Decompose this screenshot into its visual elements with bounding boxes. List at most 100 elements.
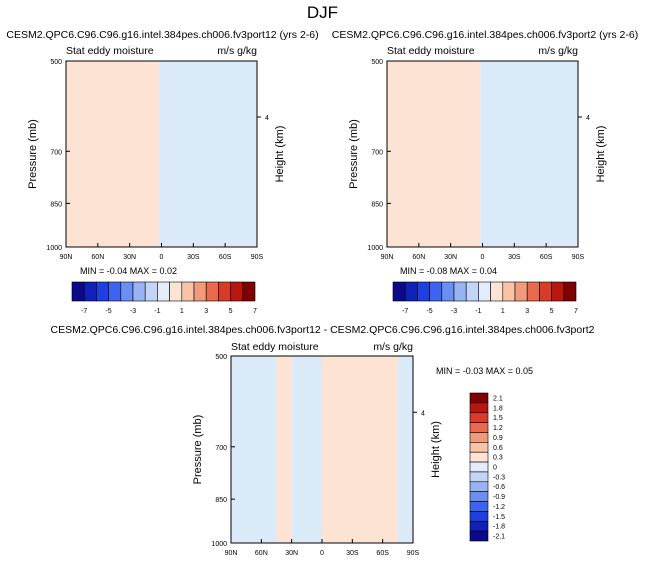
colorbar-1-box xyxy=(242,281,256,302)
colorbar-1-box xyxy=(181,281,195,302)
panel3-region-positive xyxy=(322,356,398,543)
panel3-x-tick-label: 60N xyxy=(255,550,268,557)
panel3-x-tick-label: 30S xyxy=(346,550,359,557)
colorbar-2-box xyxy=(478,281,491,302)
colorbar-1-box xyxy=(218,281,231,302)
panel1-x-tick-label: 60S xyxy=(219,254,232,261)
colorbar-1-box xyxy=(120,281,134,302)
panel3-height-axis-label: Height (km) xyxy=(430,421,442,478)
colorbar-2-label: -1 xyxy=(475,308,481,315)
colorbar-1-label: 5 xyxy=(229,308,233,315)
colorbar-2 xyxy=(392,281,577,302)
colorbar-3-box xyxy=(469,451,489,463)
panel1-x-tick-label: 30S xyxy=(187,254,200,261)
panel1-title: CESM2.QPC6.C96.C96.g16.intel.384pes.ch00… xyxy=(6,29,319,41)
colorbar-3-box xyxy=(469,442,489,453)
colorbar-2-box xyxy=(490,281,504,302)
panel3-y-axis-label: Pressure (mb) xyxy=(192,415,204,485)
panel2-x-tick-label: 30N xyxy=(444,254,457,261)
colorbar-3-box xyxy=(469,471,489,483)
panel2-title: CESM2.QPC6.C96.C96.g16.intel.384pes.ch00… xyxy=(331,29,639,41)
panel1-region-negative xyxy=(159,61,257,247)
panel1-height-axis-label: Height (km) xyxy=(274,126,286,183)
colorbar-3-label: 2.1 xyxy=(493,395,503,402)
panel2-region-positive xyxy=(387,61,481,247)
colorbar-3-box xyxy=(469,501,489,512)
panel3-region-positive xyxy=(276,356,292,543)
colorbar-2-label: 3 xyxy=(525,308,529,315)
panel2-height-tick-label: 4 xyxy=(586,115,590,122)
colorbar-3-label: -1.2 xyxy=(493,504,505,511)
colorbar-2-box xyxy=(563,281,577,302)
panel3-x-tick-label: 30N xyxy=(285,550,298,557)
colorbar-1-label: 7 xyxy=(253,308,257,315)
colorbar-2-box xyxy=(429,281,443,302)
colorbar-3-label: -0.9 xyxy=(493,494,505,501)
colorbar-2-box xyxy=(453,281,467,302)
panel3-x-tick-label: 90S xyxy=(407,550,420,557)
panel3-title: CESM2.QPC6.C96.C96.g16.intel.384pes.ch00… xyxy=(50,324,595,336)
panel1-x-tick-label: 60N xyxy=(91,254,104,261)
panel1-left-string: Stat eddy moisture xyxy=(66,45,154,57)
colorbar-1-box xyxy=(83,281,97,302)
panel1-y-tick-label: 1000 xyxy=(46,245,62,252)
panel1-x-tick-label: 90S xyxy=(251,254,264,261)
colorbar-3-label: -1.8 xyxy=(493,524,505,531)
colorbar-1-label: -5 xyxy=(105,308,111,315)
panel2-x-tick-label: 30S xyxy=(508,254,521,261)
colorbar-2-box xyxy=(539,281,552,302)
colorbar-2-box xyxy=(392,281,406,302)
panel3-region-negative xyxy=(291,356,322,543)
colorbar-3-box xyxy=(469,491,489,502)
page-title: DJF xyxy=(306,3,339,22)
panel2-x-tick-label: 90S xyxy=(572,254,585,261)
colorbar-3-label: 0.9 xyxy=(493,435,503,442)
colorbar-3-box xyxy=(469,530,489,542)
colorbar-3-label: 1.2 xyxy=(493,425,503,432)
panel1-y-tick-label: 850 xyxy=(50,201,62,208)
colorbar-1-label: -3 xyxy=(130,308,136,315)
panel1-min-max: MIN = -0.04 MAX = 0.02 xyxy=(80,266,178,276)
colorbar-1-box xyxy=(230,281,244,302)
colorbar-3-label: 0 xyxy=(493,465,497,472)
colorbar-2-label: -3 xyxy=(451,308,457,315)
colorbar-3-box xyxy=(469,461,489,473)
colorbar-3-box xyxy=(469,422,489,433)
panel1-height-tick-label: 4 xyxy=(265,115,269,122)
panel2-x-tick-label: 60S xyxy=(540,254,553,261)
colorbar-3-label: 1.8 xyxy=(493,405,503,412)
panel1-region-positive xyxy=(66,61,160,247)
colorbar-3-box xyxy=(469,402,489,414)
panel3-x-tick-label: 90N xyxy=(225,550,238,557)
colorbar-2-label: 1 xyxy=(501,308,505,315)
colorbar-1-box xyxy=(108,281,122,302)
panel3-left-string: Stat eddy moisture xyxy=(231,341,319,353)
colorbar-3-box xyxy=(469,392,489,404)
colorbar-2-box xyxy=(404,281,418,302)
panel3-x-tick-label: 60S xyxy=(376,550,389,557)
panel3-height-tick-label: 4 xyxy=(421,410,425,417)
panel2-right-string: m/s g/kg xyxy=(538,45,578,57)
colorbar-1-box xyxy=(157,281,170,302)
panel3-y-tick-label: 700 xyxy=(215,445,227,452)
colorbar-3-box xyxy=(469,432,489,443)
colorbar-3-box xyxy=(469,511,489,522)
panel2-y-tick-label: 1000 xyxy=(367,245,383,252)
panel2-left-string: Stat eddy moisture xyxy=(387,45,475,57)
panel3-region-negative xyxy=(397,356,413,543)
panel1-y-axis-label: Pressure (mb) xyxy=(27,119,39,189)
panel1-right-string: m/s g/kg xyxy=(217,45,257,57)
colorbar-2-box xyxy=(465,281,479,302)
panel2-y-tick-label: 700 xyxy=(371,149,383,156)
colorbar-1-box xyxy=(193,281,207,302)
colorbar-1-box xyxy=(96,281,109,302)
colorbar-2-label: 5 xyxy=(550,308,554,315)
colorbar-2-box xyxy=(441,281,455,302)
panel3-y-tick-label: 850 xyxy=(215,497,227,504)
panel1-y-tick-label: 700 xyxy=(50,149,62,156)
panel3-min-max: MIN = -0.03 MAX = 0.05 xyxy=(436,366,534,376)
colorbar-3-label: -0.3 xyxy=(493,474,505,481)
panel1-y-tick-label: 500 xyxy=(50,59,62,66)
colorbar-1-label: -1 xyxy=(154,308,160,315)
panel2-y-axis-label: Pressure (mb) xyxy=(348,119,360,189)
